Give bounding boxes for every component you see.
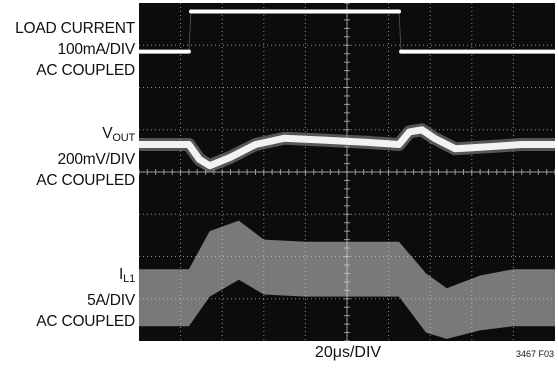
vout-name: VOUT	[36, 123, 135, 149]
oscilloscope-screen	[139, 3, 555, 341]
vout-name-sub: OUT	[112, 132, 135, 144]
il1-coupling: AC COUPLED	[36, 313, 135, 330]
il1-scale: 5A/DIV	[87, 292, 135, 309]
vout-scale: 200mV/DIV	[57, 151, 136, 168]
x-axis-label: 20μs/DIV	[314, 344, 382, 361]
vout-name-main: V	[102, 125, 113, 142]
load-current-scale: 100mA/DIV	[57, 41, 136, 58]
load-current-edge	[398, 10, 402, 53]
vout-label: VOUT 200mV/DIV AC COUPLED	[36, 123, 135, 191]
load-current-coupling: AC COUPLED	[36, 62, 135, 79]
il1-label: IL1 5A/DIV AC COUPLED	[36, 264, 135, 332]
load-current-label: LOAD CURRENT 100mA/DIV AC COUPLED	[15, 18, 135, 81]
oscilloscope-plot	[139, 3, 555, 341]
load-current-name: LOAD CURRENT	[15, 20, 135, 37]
il1-name-main: I	[119, 266, 124, 283]
vout-coupling: AC COUPLED	[36, 172, 135, 189]
vout-trace	[139, 126, 555, 170]
il1-trace	[139, 220, 555, 339]
figure-id: 3467 F03	[515, 349, 554, 359]
il1-name: IL1	[36, 264, 135, 290]
load-current-edge	[188, 10, 192, 53]
il1-name-sub: L1	[123, 273, 135, 285]
